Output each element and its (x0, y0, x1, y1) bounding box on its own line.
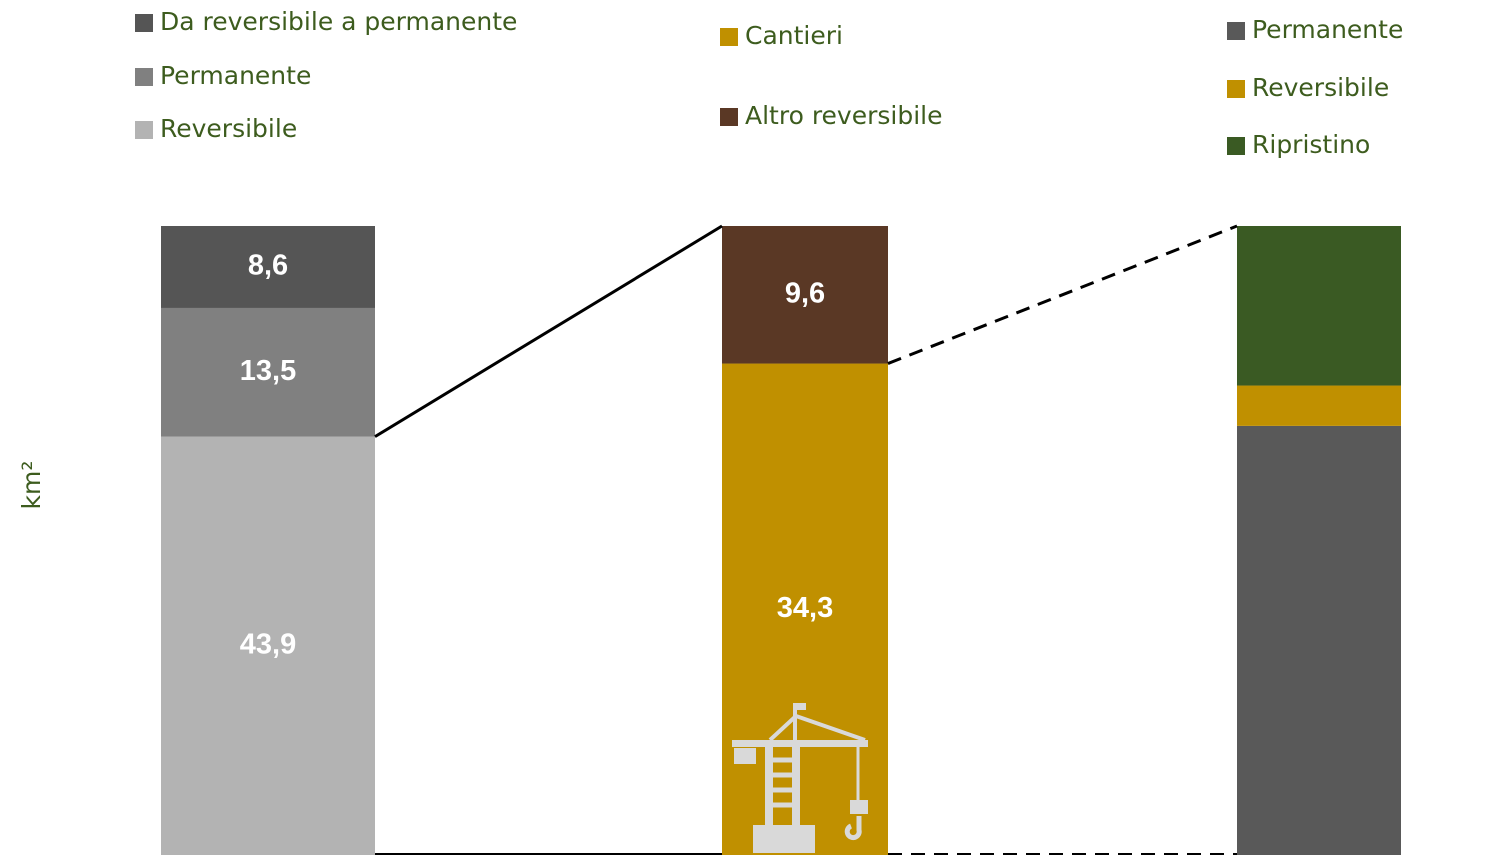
legend-label: Altro reversibile (745, 101, 943, 130)
legend-swatch (135, 121, 153, 139)
legend-label: Da reversibile a permanente (160, 7, 517, 36)
legend-swatch (1227, 22, 1245, 40)
bar-segment (1237, 226, 1401, 386)
legend-label: Permanente (1252, 15, 1403, 44)
bar-segment (722, 363, 888, 855)
legend-swatch (720, 108, 738, 126)
data-label: 13,5 (240, 355, 296, 387)
bar-segment (1237, 385, 1401, 426)
legend-swatch (135, 68, 153, 86)
bar-segment (161, 436, 375, 855)
y-axis-label: km² (17, 461, 46, 510)
legend-swatch (135, 14, 153, 32)
legend-swatch (1227, 137, 1245, 155)
data-label: 34,3 (777, 592, 833, 624)
legend-label: Permanente (160, 61, 311, 90)
legend-label: Reversibile (160, 114, 297, 143)
connector (887, 224, 1238, 365)
bar-segment (722, 226, 888, 364)
crane-icon (732, 703, 868, 853)
legend-swatch (720, 28, 738, 46)
bar-segment (161, 226, 375, 308)
legend-label: Reversibile (1252, 73, 1389, 102)
legend-swatch (1227, 80, 1245, 98)
connector (374, 224, 723, 438)
legend-label: Cantieri (745, 21, 843, 50)
data-label: 43,9 (240, 628, 296, 660)
data-label: 9,6 (785, 277, 825, 309)
bars: 43,9 13,5 8,6 34,3 9,6 (161, 226, 1401, 855)
data-label: 8,6 (248, 250, 288, 282)
bar-segment (1237, 425, 1401, 855)
bar-segment (161, 307, 375, 437)
legend-label: Ripristino (1252, 130, 1370, 159)
